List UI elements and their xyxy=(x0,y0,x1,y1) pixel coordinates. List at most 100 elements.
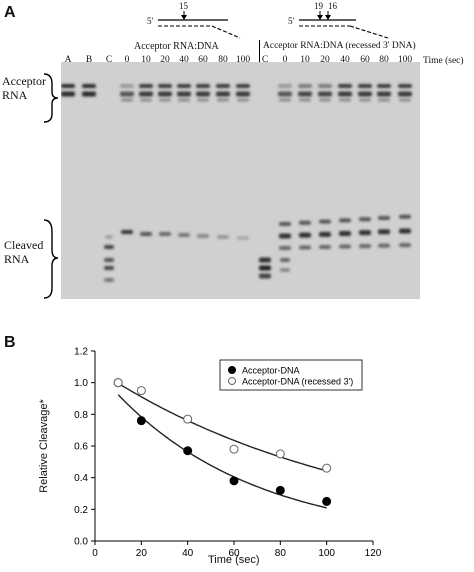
gel-band xyxy=(398,91,412,97)
legend-label: Acceptor-DNA (recessed 3') xyxy=(242,377,353,387)
data-point-series-1 xyxy=(183,446,193,456)
lane-label: 20 xyxy=(160,55,170,65)
x-tick-label: 20 xyxy=(136,548,148,559)
header-left: Acceptor RNA:DNA xyxy=(134,41,219,52)
gel-bands xyxy=(61,62,420,299)
gel-band xyxy=(216,84,230,88)
gel-band xyxy=(120,84,134,88)
y-tick-label: 0.0 xyxy=(74,537,88,548)
time-label: Time (sec) xyxy=(423,56,464,66)
panel-a-label: A xyxy=(4,4,16,21)
data-point-series-2 xyxy=(229,444,239,454)
data-point-series-1 xyxy=(229,476,239,486)
gel-image xyxy=(61,62,420,299)
data-point-series-1 xyxy=(322,496,332,506)
fit-curve-2 xyxy=(117,382,327,472)
diagram-right-5prime: 5' xyxy=(288,16,295,26)
gel-band xyxy=(319,245,331,250)
cleavage-chart: 0.0 0.2 0.4 0.6 0.8 1.0 1.2 0 20 40 60 80 100 120 Acce… xyxy=(74,347,382,560)
gel-band xyxy=(121,98,133,102)
gel-band xyxy=(259,257,271,263)
gel-band xyxy=(299,232,311,238)
gel-band xyxy=(158,84,172,88)
data-point-series-2 xyxy=(183,414,193,424)
gel-band xyxy=(120,91,134,97)
gel-band xyxy=(158,91,172,97)
gel-band xyxy=(378,229,390,235)
gel-band xyxy=(280,258,290,262)
gel-band xyxy=(319,231,331,237)
gel-band xyxy=(197,234,209,238)
gel-band xyxy=(358,91,372,97)
gel-band xyxy=(259,273,271,279)
lane-label: A xyxy=(64,55,72,65)
lane-label: 20 xyxy=(320,55,330,65)
gel-band xyxy=(339,218,351,223)
gel-band xyxy=(140,232,152,236)
gel-band xyxy=(216,91,230,97)
gel-band xyxy=(278,91,292,97)
y-tick-label: 0.6 xyxy=(74,442,88,453)
lane-label: 60 xyxy=(198,55,208,65)
lane-label: B xyxy=(85,55,93,65)
gel-band xyxy=(104,245,114,249)
lane-label: C xyxy=(105,55,113,65)
gel-band xyxy=(237,236,249,240)
gel-band xyxy=(299,220,311,225)
gel-band xyxy=(279,98,291,102)
lane-label: 40 xyxy=(179,55,189,65)
gel-band xyxy=(377,84,391,88)
gel-band xyxy=(82,84,96,88)
legend-marker xyxy=(228,377,236,385)
gel-band xyxy=(139,91,153,97)
gel-band xyxy=(339,230,351,236)
lane-label: 40 xyxy=(340,55,350,65)
x-tick-label: 100 xyxy=(318,548,335,559)
gel-band xyxy=(278,84,292,88)
gel-band xyxy=(279,222,291,226)
gel-band xyxy=(159,232,171,236)
cleaved-rna-label: Cleaved RNA xyxy=(4,238,43,266)
header-divider xyxy=(259,40,260,64)
lane-label: 80 xyxy=(379,55,389,65)
gel-band xyxy=(378,243,390,248)
gel-band xyxy=(177,91,191,97)
gel-band xyxy=(139,84,153,88)
gel-band xyxy=(398,84,412,88)
diagram-right-cut-site-2: 16 xyxy=(328,1,337,11)
gel-band xyxy=(178,98,190,102)
gel-band xyxy=(338,84,352,88)
gel-band xyxy=(318,91,332,97)
y-tick-label: 0.8 xyxy=(74,410,88,421)
x-tick-label: 60 xyxy=(228,548,240,559)
gel-band xyxy=(237,98,249,102)
gel-band xyxy=(82,91,96,97)
lane-label: 100 xyxy=(397,55,413,65)
gel-band xyxy=(399,243,411,248)
side-braces xyxy=(43,73,59,299)
data-point-series-2 xyxy=(113,378,123,388)
header-right: Acceptor RNA:DNA (recessed 3' DNA) xyxy=(263,41,416,51)
brace-top xyxy=(43,73,59,123)
y-tick-label: 0.2 xyxy=(74,505,88,516)
y-tick-label: 1.0 xyxy=(74,378,88,389)
gel-band xyxy=(318,84,332,88)
gel-band xyxy=(217,235,229,239)
acceptor-rna-label-line: Acceptor xyxy=(2,74,46,88)
lane-label: 10 xyxy=(141,55,151,65)
gel-band xyxy=(338,91,352,97)
gel-band xyxy=(236,91,250,97)
gel-band xyxy=(259,265,271,271)
data-point-series-2 xyxy=(322,463,332,473)
gel-band xyxy=(196,84,210,88)
gel-band xyxy=(104,278,114,282)
x-tick-label: 80 xyxy=(275,548,287,559)
gel-band xyxy=(378,216,390,220)
gel-band xyxy=(177,84,191,88)
y-tick-label: 1.2 xyxy=(74,347,88,358)
gel-band xyxy=(298,91,312,97)
gel-band xyxy=(236,84,250,88)
gel-band xyxy=(279,246,291,250)
diagram-right xyxy=(299,11,389,39)
lane-label: 0 xyxy=(124,55,130,65)
